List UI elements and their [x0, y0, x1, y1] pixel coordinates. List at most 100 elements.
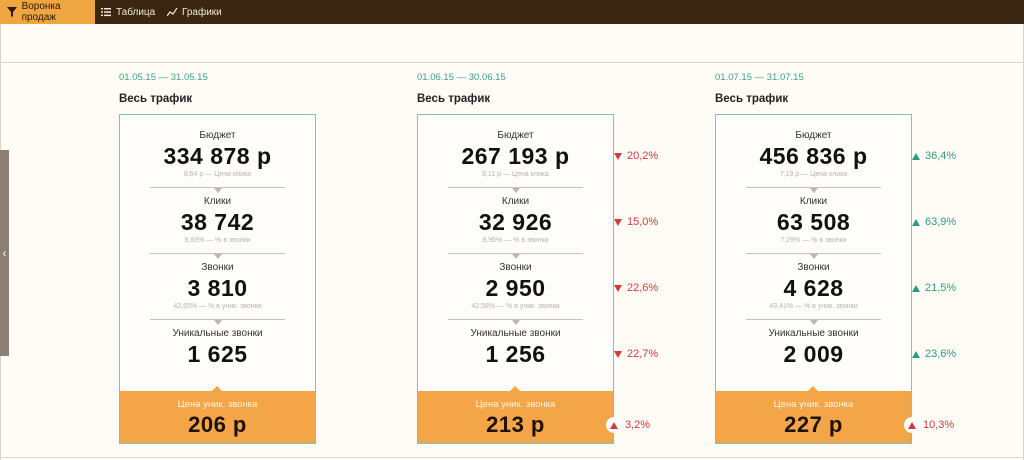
unique-call-cost-label: Цена уник. звонка — [773, 399, 854, 410]
period-date-range: 01.07.15 — 31.07.15 — [715, 72, 804, 83]
unique-calls-value: 2 009 — [783, 341, 844, 367]
clicks-change-badge: 63,9% — [912, 215, 956, 229]
cost-change-badge: 10,3% — [923, 418, 954, 432]
funnel-separator — [448, 319, 583, 325]
clicks-block: Клики 32 926 8,96% — % в звонки — [418, 195, 613, 246]
traffic-title: Весь трафик — [715, 93, 789, 105]
unique-calls-change-badge: 23,6% — [912, 347, 956, 361]
unique-calls-value: 1 625 — [187, 341, 248, 367]
unique-call-cost-value: 206 р — [188, 412, 247, 437]
unique-calls-value: 1 256 — [485, 341, 546, 367]
arrow-up-icon — [912, 218, 920, 226]
change-value: 36,4% — [925, 150, 957, 162]
calls-block: Звонки 3 810 42,65% — % в уник. звонки — [120, 261, 315, 312]
change-value: 10,3% — [923, 419, 955, 431]
calls-block: Звонки 4 628 43,41% — % в уник. звонки — [716, 261, 911, 312]
budget-change-badge: 20,2% — [614, 149, 658, 163]
cost-per-click: 8,64 р — Цена клика — [183, 171, 252, 178]
tab-label: Графики — [182, 6, 222, 18]
calls-value: 2 950 — [485, 275, 546, 301]
funnel-icon — [6, 6, 18, 18]
clicks-label: Клики — [799, 196, 828, 207]
change-value: 23,6% — [925, 348, 957, 360]
tab-sales-funnel[interactable]: Воронка продаж — [0, 0, 95, 24]
funnel-separator — [746, 253, 881, 259]
change-value: 21,5% — [925, 282, 957, 294]
funnel-separator — [150, 253, 285, 259]
traffic-title: Весь трафик — [417, 93, 491, 105]
cost-change-badge: 3,2% — [625, 418, 650, 432]
tab-label: Воронка продаж — [21, 1, 61, 23]
calls-block: Звонки 2 950 42,58% — % в уник. звонки — [418, 261, 613, 312]
arrow-up-icon — [610, 421, 618, 429]
tab-table[interactable]: Таблица — [100, 0, 160, 24]
arrow-up-icon — [912, 350, 920, 358]
period-date-range: 01.05.15 — 31.05.15 — [119, 72, 208, 83]
clicks-value: 38 742 — [180, 209, 255, 235]
clicks-label: Клики — [203, 196, 232, 207]
funnel-separator — [448, 187, 583, 193]
period-column-july: 01.07.15 — 31.07.15 Весь трафик Бюджет 4… — [715, 70, 956, 444]
tab-charts[interactable]: Графики — [166, 0, 226, 24]
arrow-up-icon — [908, 421, 916, 429]
cost-change-bubble — [904, 417, 920, 433]
calls-value: 3 810 — [187, 275, 248, 301]
arrow-up-icon — [912, 284, 920, 292]
clicks-block: Клики 38 742 9,83% — % в звонки — [120, 195, 315, 246]
unique-call-cost-label: Цена уник. звонка — [475, 399, 556, 410]
arrow-down-icon — [614, 284, 622, 292]
funnel-separator — [150, 319, 285, 325]
calls-change-badge: 22,6% — [614, 281, 658, 295]
period-date-range: 01.06.15 — 30.06.15 — [417, 72, 506, 83]
change-value: 22,7% — [627, 348, 659, 360]
unique-call-cost-block: Цена уник. звонка 206 р — [120, 386, 315, 443]
chevron-left-icon: ‹ — [2, 246, 7, 260]
top-toolbar: Воронка продаж Таблица Графики — [0, 0, 1024, 24]
clicks-conversion: 7,29% — % в звонки — [780, 237, 847, 244]
unique-call-cost-block: Цена уник. звонка 213 р — [418, 386, 613, 443]
unique-calls-label: Уникальные звонки — [470, 328, 561, 339]
traffic-title: Весь трафик — [119, 93, 193, 105]
list-icon — [100, 6, 112, 18]
calls-label: Звонки — [201, 262, 234, 273]
arrow-down-icon — [614, 152, 622, 160]
funnel-card: Бюджет 267 193 р 8,11 р — Цена клика Кли… — [417, 114, 658, 444]
clicks-conversion: 8,96% — % в звонки — [482, 237, 549, 244]
period-column-june: 01.06.15 — 30.06.15 Весь трафик Бюджет 2… — [417, 70, 658, 444]
calls-conversion: 43,41% — % в уник. звонки — [769, 303, 858, 310]
budget-value: 456 836 р — [759, 143, 868, 169]
clicks-change-badge: 15,0% — [614, 215, 658, 229]
cost-per-click: 8,11 р — Цена клика — [482, 171, 549, 178]
arrow-down-icon — [614, 218, 622, 226]
funnel-separator — [746, 187, 881, 193]
clicks-block: Клики 63 508 7,29% — % в звонки — [716, 195, 911, 246]
funnel-card: Бюджет 334 878 р 8,64 р — Цена клика Кли… — [119, 114, 316, 444]
arrow-down-icon — [614, 350, 622, 358]
budget-block: Бюджет 334 878 р 8,64 р — Цена клика — [120, 129, 315, 180]
funnel-card: Бюджет 456 836 р 7,19 р — Цена клика Кли… — [715, 114, 956, 444]
clicks-label: Клики — [501, 196, 530, 207]
divider-bottom — [0, 457, 1024, 458]
chart-icon — [166, 6, 178, 18]
unique-calls-label: Уникальные звонки — [172, 328, 263, 339]
cost-change-bubble — [606, 417, 622, 433]
clicks-value: 63 508 — [776, 209, 851, 235]
change-value: 15,0% — [627, 216, 659, 228]
unique-calls-block: Уникальные звонки 1 625 — [120, 327, 315, 368]
change-value: 20,2% — [627, 150, 659, 162]
budget-label: Бюджет — [199, 130, 236, 141]
budget-label: Бюджет — [795, 130, 832, 141]
funnel-separator — [746, 319, 881, 325]
change-value: 63,9% — [925, 216, 957, 228]
calls-conversion: 42,65% — % в уник. звонки — [173, 303, 262, 310]
budget-block: Бюджет 456 836 р 7,19 р — Цена клика — [716, 129, 911, 180]
change-value: 22,6% — [627, 282, 659, 294]
collapse-sidebar-handle[interactable]: ‹ — [0, 150, 9, 356]
budget-block: Бюджет 267 193 р 8,11 р — Цена клика — [418, 129, 613, 180]
calls-label: Звонки — [499, 262, 532, 273]
unique-calls-block: Уникальные звонки 1 256 — [418, 327, 613, 368]
unique-call-cost-label: Цена уник. звонка — [177, 399, 258, 410]
budget-label: Бюджет — [497, 130, 534, 141]
budget-value: 334 878 р — [163, 143, 272, 169]
period-column-may: 01.05.15 — 31.05.15 Весь трафик Бюджет 3… — [119, 70, 319, 444]
